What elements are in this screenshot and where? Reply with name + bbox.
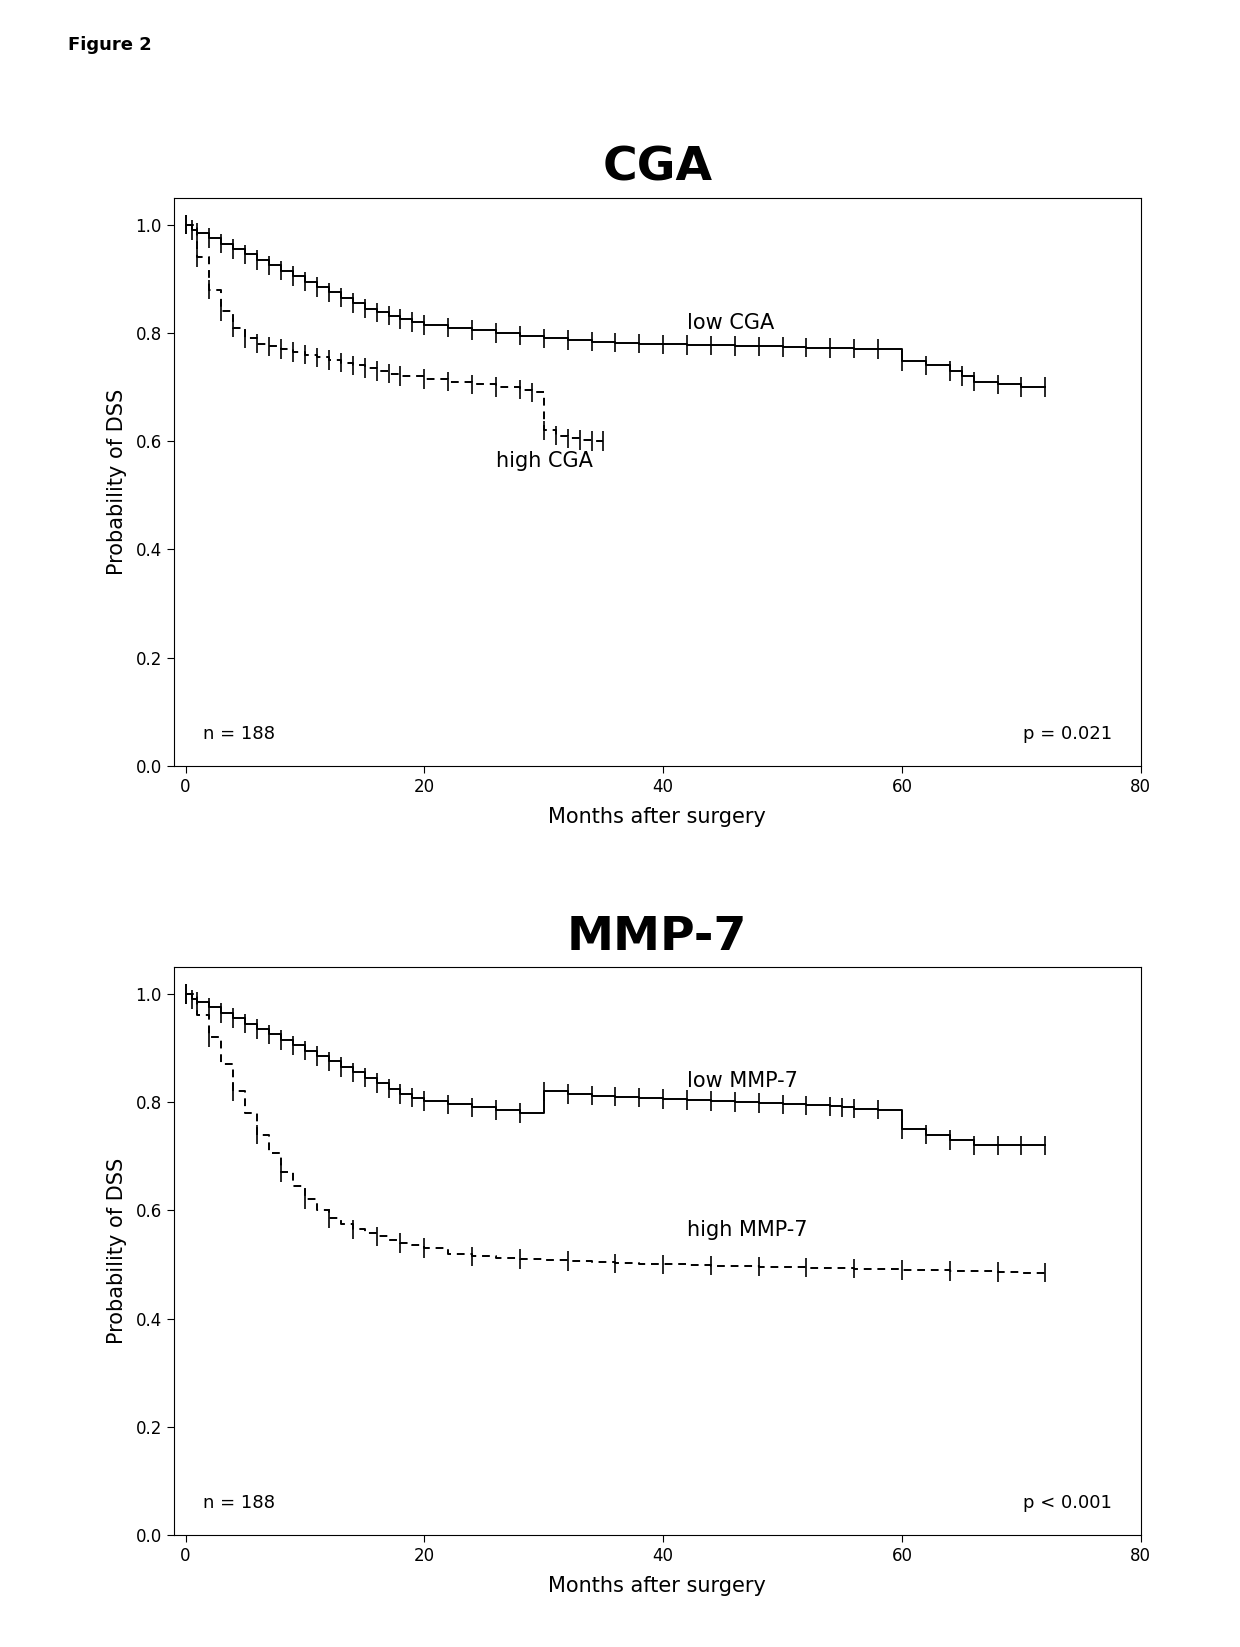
Y-axis label: Probability of DSS: Probability of DSS <box>107 389 126 575</box>
Text: high MMP-7: high MMP-7 <box>687 1220 807 1240</box>
X-axis label: Months after surgery: Months after surgery <box>548 1576 766 1596</box>
Title: CGA: CGA <box>603 147 712 191</box>
Text: n = 188: n = 188 <box>202 1494 274 1512</box>
Text: Figure 2: Figure 2 <box>68 36 153 54</box>
Text: low MMP-7: low MMP-7 <box>687 1071 797 1092</box>
Text: low CGA: low CGA <box>687 313 774 333</box>
Text: high CGA: high CGA <box>496 451 593 471</box>
Text: p = 0.021: p = 0.021 <box>1023 725 1112 743</box>
Y-axis label: Probability of DSS: Probability of DSS <box>107 1158 126 1344</box>
Title: MMP-7: MMP-7 <box>567 916 748 960</box>
X-axis label: Months after surgery: Months after surgery <box>548 807 766 827</box>
Text: p < 0.001: p < 0.001 <box>1023 1494 1112 1512</box>
Text: n = 188: n = 188 <box>202 725 274 743</box>
